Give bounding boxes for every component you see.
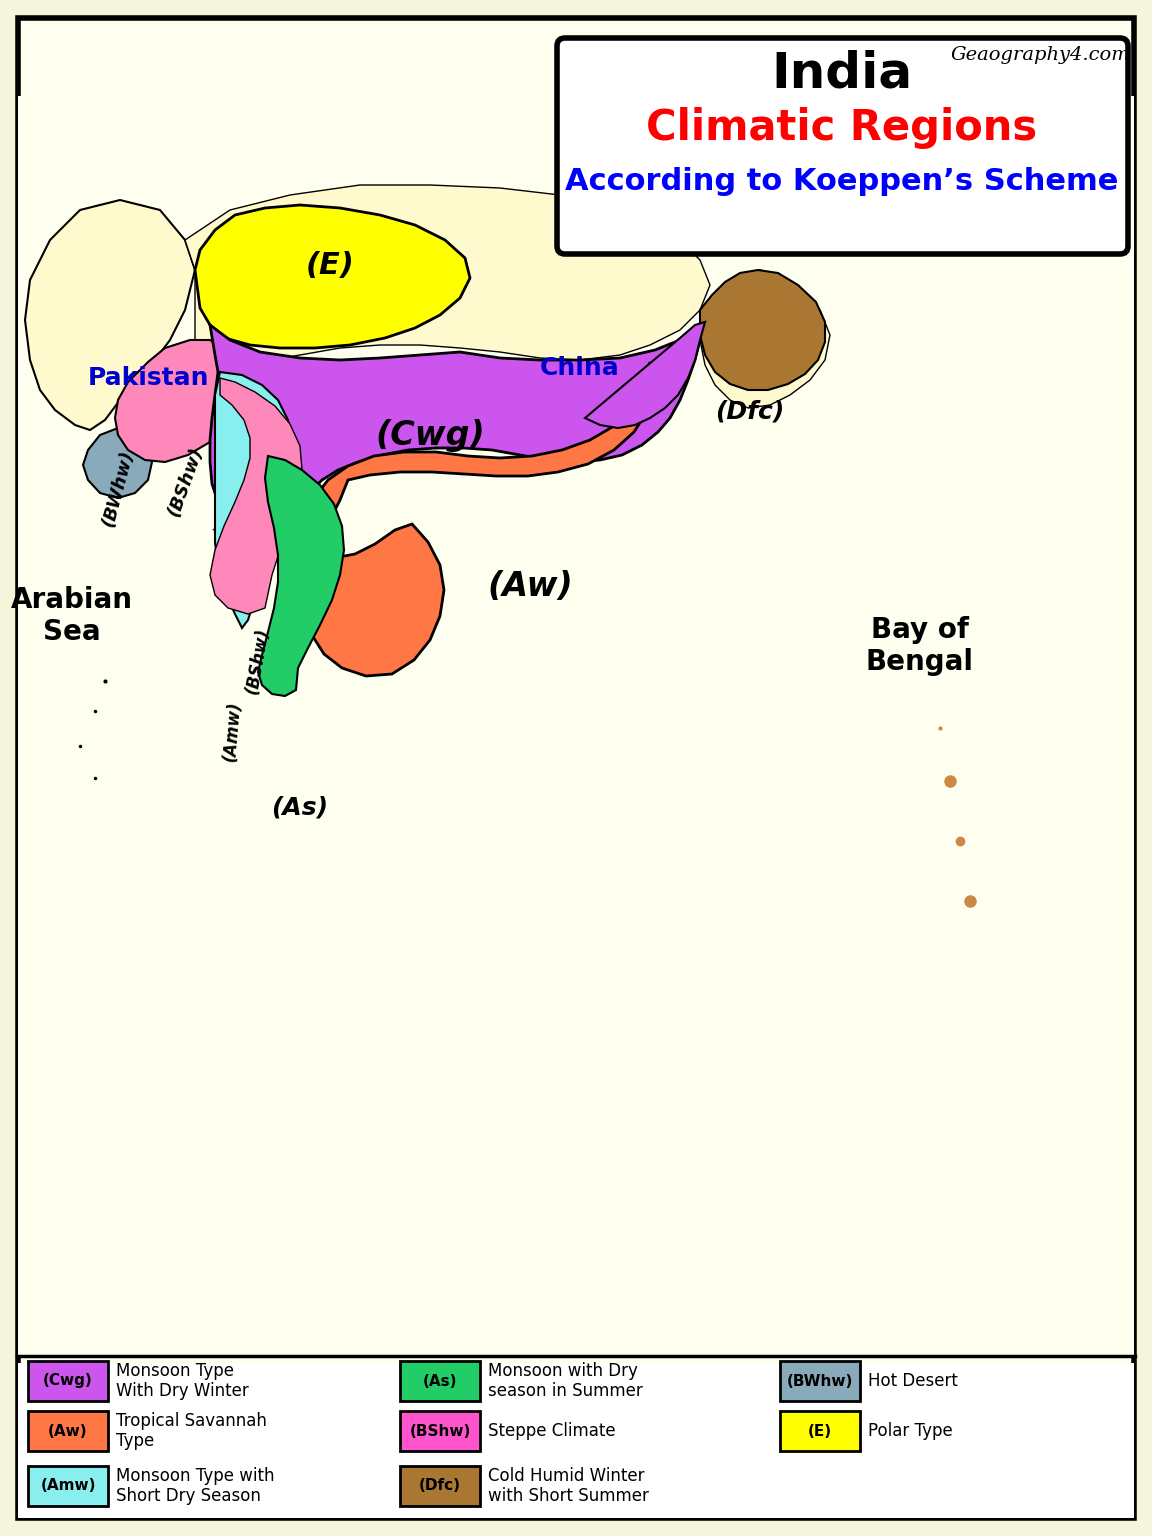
Text: (Cwg): (Cwg) [376,419,485,453]
FancyBboxPatch shape [18,95,1134,1356]
Text: (Amw): (Amw) [40,1479,96,1493]
FancyBboxPatch shape [18,1362,1134,1518]
Text: (E): (E) [305,252,355,281]
Text: According to Koeppen’s Scheme: According to Koeppen’s Scheme [566,166,1119,195]
Polygon shape [215,362,654,676]
Text: Climatic Regions: Climatic Regions [646,108,1038,149]
Text: Monsoon Type with
Short Dry Season: Monsoon Type with Short Dry Season [116,1467,274,1505]
Polygon shape [83,429,152,498]
FancyBboxPatch shape [558,38,1128,253]
FancyBboxPatch shape [18,95,1134,1356]
Text: (As): (As) [272,796,328,820]
Text: (Dfc): (Dfc) [419,1479,461,1493]
Text: Monsoon with Dry
season in Summer: Monsoon with Dry season in Summer [488,1361,643,1401]
Polygon shape [25,200,195,430]
Polygon shape [195,204,470,349]
Text: (E): (E) [808,1424,832,1439]
FancyBboxPatch shape [780,1412,861,1452]
Polygon shape [185,184,710,406]
Text: Polar Type: Polar Type [867,1422,953,1441]
Text: Arabian
Sea: Arabian Sea [12,585,132,647]
Text: (As): (As) [423,1373,457,1389]
Text: (Amw): (Amw) [220,700,243,762]
Text: Geaography4.com: Geaography4.com [950,46,1130,65]
FancyBboxPatch shape [780,1361,861,1401]
Text: Cold Humid Winter
with Short Summer: Cold Humid Winter with Short Summer [488,1467,649,1505]
Polygon shape [215,372,291,628]
FancyBboxPatch shape [400,1412,480,1452]
Polygon shape [585,323,705,429]
Text: (Dfc): (Dfc) [715,399,785,422]
Polygon shape [258,456,344,696]
Text: Tropical Savannah
Type: Tropical Savannah Type [116,1412,267,1450]
Text: Pakistan: Pakistan [88,366,209,390]
Text: (Aw): (Aw) [487,570,573,602]
FancyBboxPatch shape [28,1361,108,1401]
Text: Hot Desert: Hot Desert [867,1372,957,1390]
Text: (BShw): (BShw) [409,1424,471,1439]
FancyBboxPatch shape [400,1465,480,1505]
Text: (BShw): (BShw) [164,444,206,518]
Text: (Aw): (Aw) [48,1424,88,1439]
Polygon shape [210,378,302,614]
Polygon shape [210,323,705,535]
Polygon shape [700,270,829,409]
Text: (BWhw): (BWhw) [99,447,137,528]
FancyBboxPatch shape [28,1465,108,1505]
Text: (Cwg): (Cwg) [43,1373,93,1389]
Polygon shape [700,270,825,390]
Text: (BShw): (BShw) [243,627,273,696]
Text: China: China [540,356,620,379]
Text: India: India [772,51,912,98]
Polygon shape [115,339,240,462]
Text: (BWhw): (BWhw) [787,1373,854,1389]
Text: Steppe Climate: Steppe Climate [488,1422,615,1441]
FancyBboxPatch shape [18,18,1134,1518]
Text: Monsoon Type
With Dry Winter: Monsoon Type With Dry Winter [116,1361,249,1401]
FancyBboxPatch shape [400,1361,480,1401]
Text: Bay of
Bengal: Bay of Bengal [866,616,973,676]
FancyBboxPatch shape [28,1412,108,1452]
